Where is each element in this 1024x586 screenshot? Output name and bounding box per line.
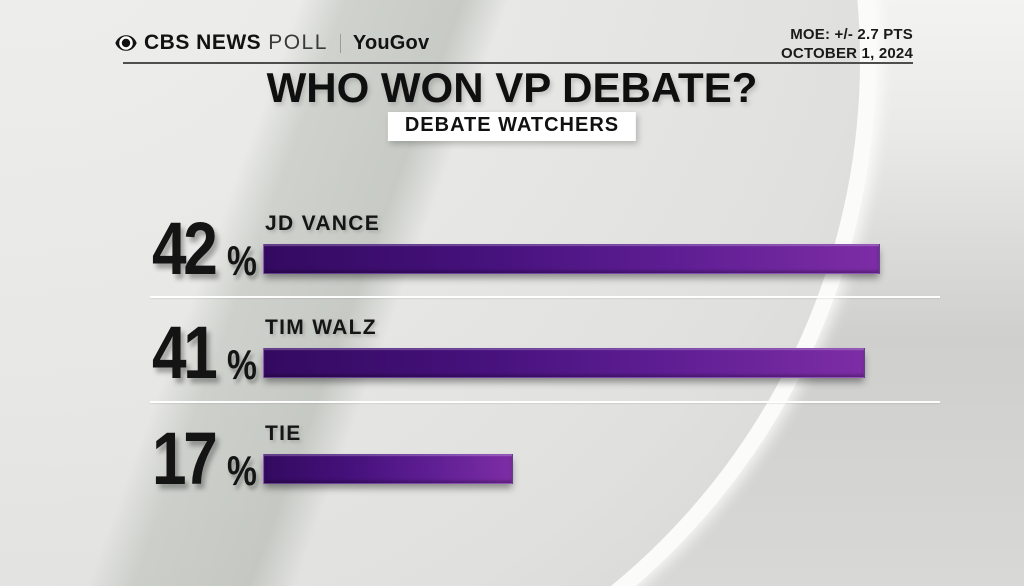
brand-yougov: YouGov (352, 31, 430, 54)
value-label: 41 % (152, 311, 265, 394)
value-unit: % (227, 341, 258, 389)
poll-meta: MOE: +/- 2.7 PTS OCTOBER 1, 2024 (781, 25, 913, 63)
bar-track (263, 454, 880, 484)
value-label: 17 % (152, 417, 265, 500)
value-number: 42 (152, 207, 218, 290)
bar-track (263, 244, 880, 274)
value-unit: % (227, 237, 258, 285)
value-label: 42 % (152, 207, 265, 290)
value-number: 17 (152, 417, 218, 500)
bar (263, 244, 880, 274)
bar-label: TIE (265, 422, 302, 445)
date-text: OCTOBER 1, 2024 (781, 45, 913, 62)
bar-label: TIM WALZ (265, 316, 377, 339)
row-content: TIM WALZ (263, 309, 880, 378)
row-content: TIE (263, 415, 880, 484)
bar (263, 348, 866, 378)
chart-row: 41 % TIM WALZ (150, 309, 940, 395)
cbs-eye-icon (115, 32, 137, 54)
bar-label: JD VANCE (265, 212, 381, 235)
moe-text: MOE: +/- 2.7 PTS (790, 26, 913, 43)
value-number: 41 (152, 311, 218, 394)
brand-logo: CBS NEWS POLL YouGov (115, 31, 429, 55)
chart-row: 17 % TIE (150, 415, 940, 501)
brand-divider (339, 33, 341, 53)
chart-row: 42 % JD VANCE (150, 205, 940, 291)
page-title: WHO WON VP DEBATE? (266, 64, 758, 111)
brand-cbs-news: CBS NEWS (144, 31, 262, 54)
row-content: JD VANCE (263, 205, 880, 274)
header-divider (123, 62, 913, 64)
value-unit: % (227, 447, 258, 495)
row-separator (150, 401, 940, 403)
row-separator (150, 296, 940, 298)
subtitle-badge: DEBATE WATCHERS (387, 112, 637, 141)
brand-poll: POLL (268, 31, 328, 54)
bar (263, 454, 513, 484)
bar-track (263, 348, 880, 378)
